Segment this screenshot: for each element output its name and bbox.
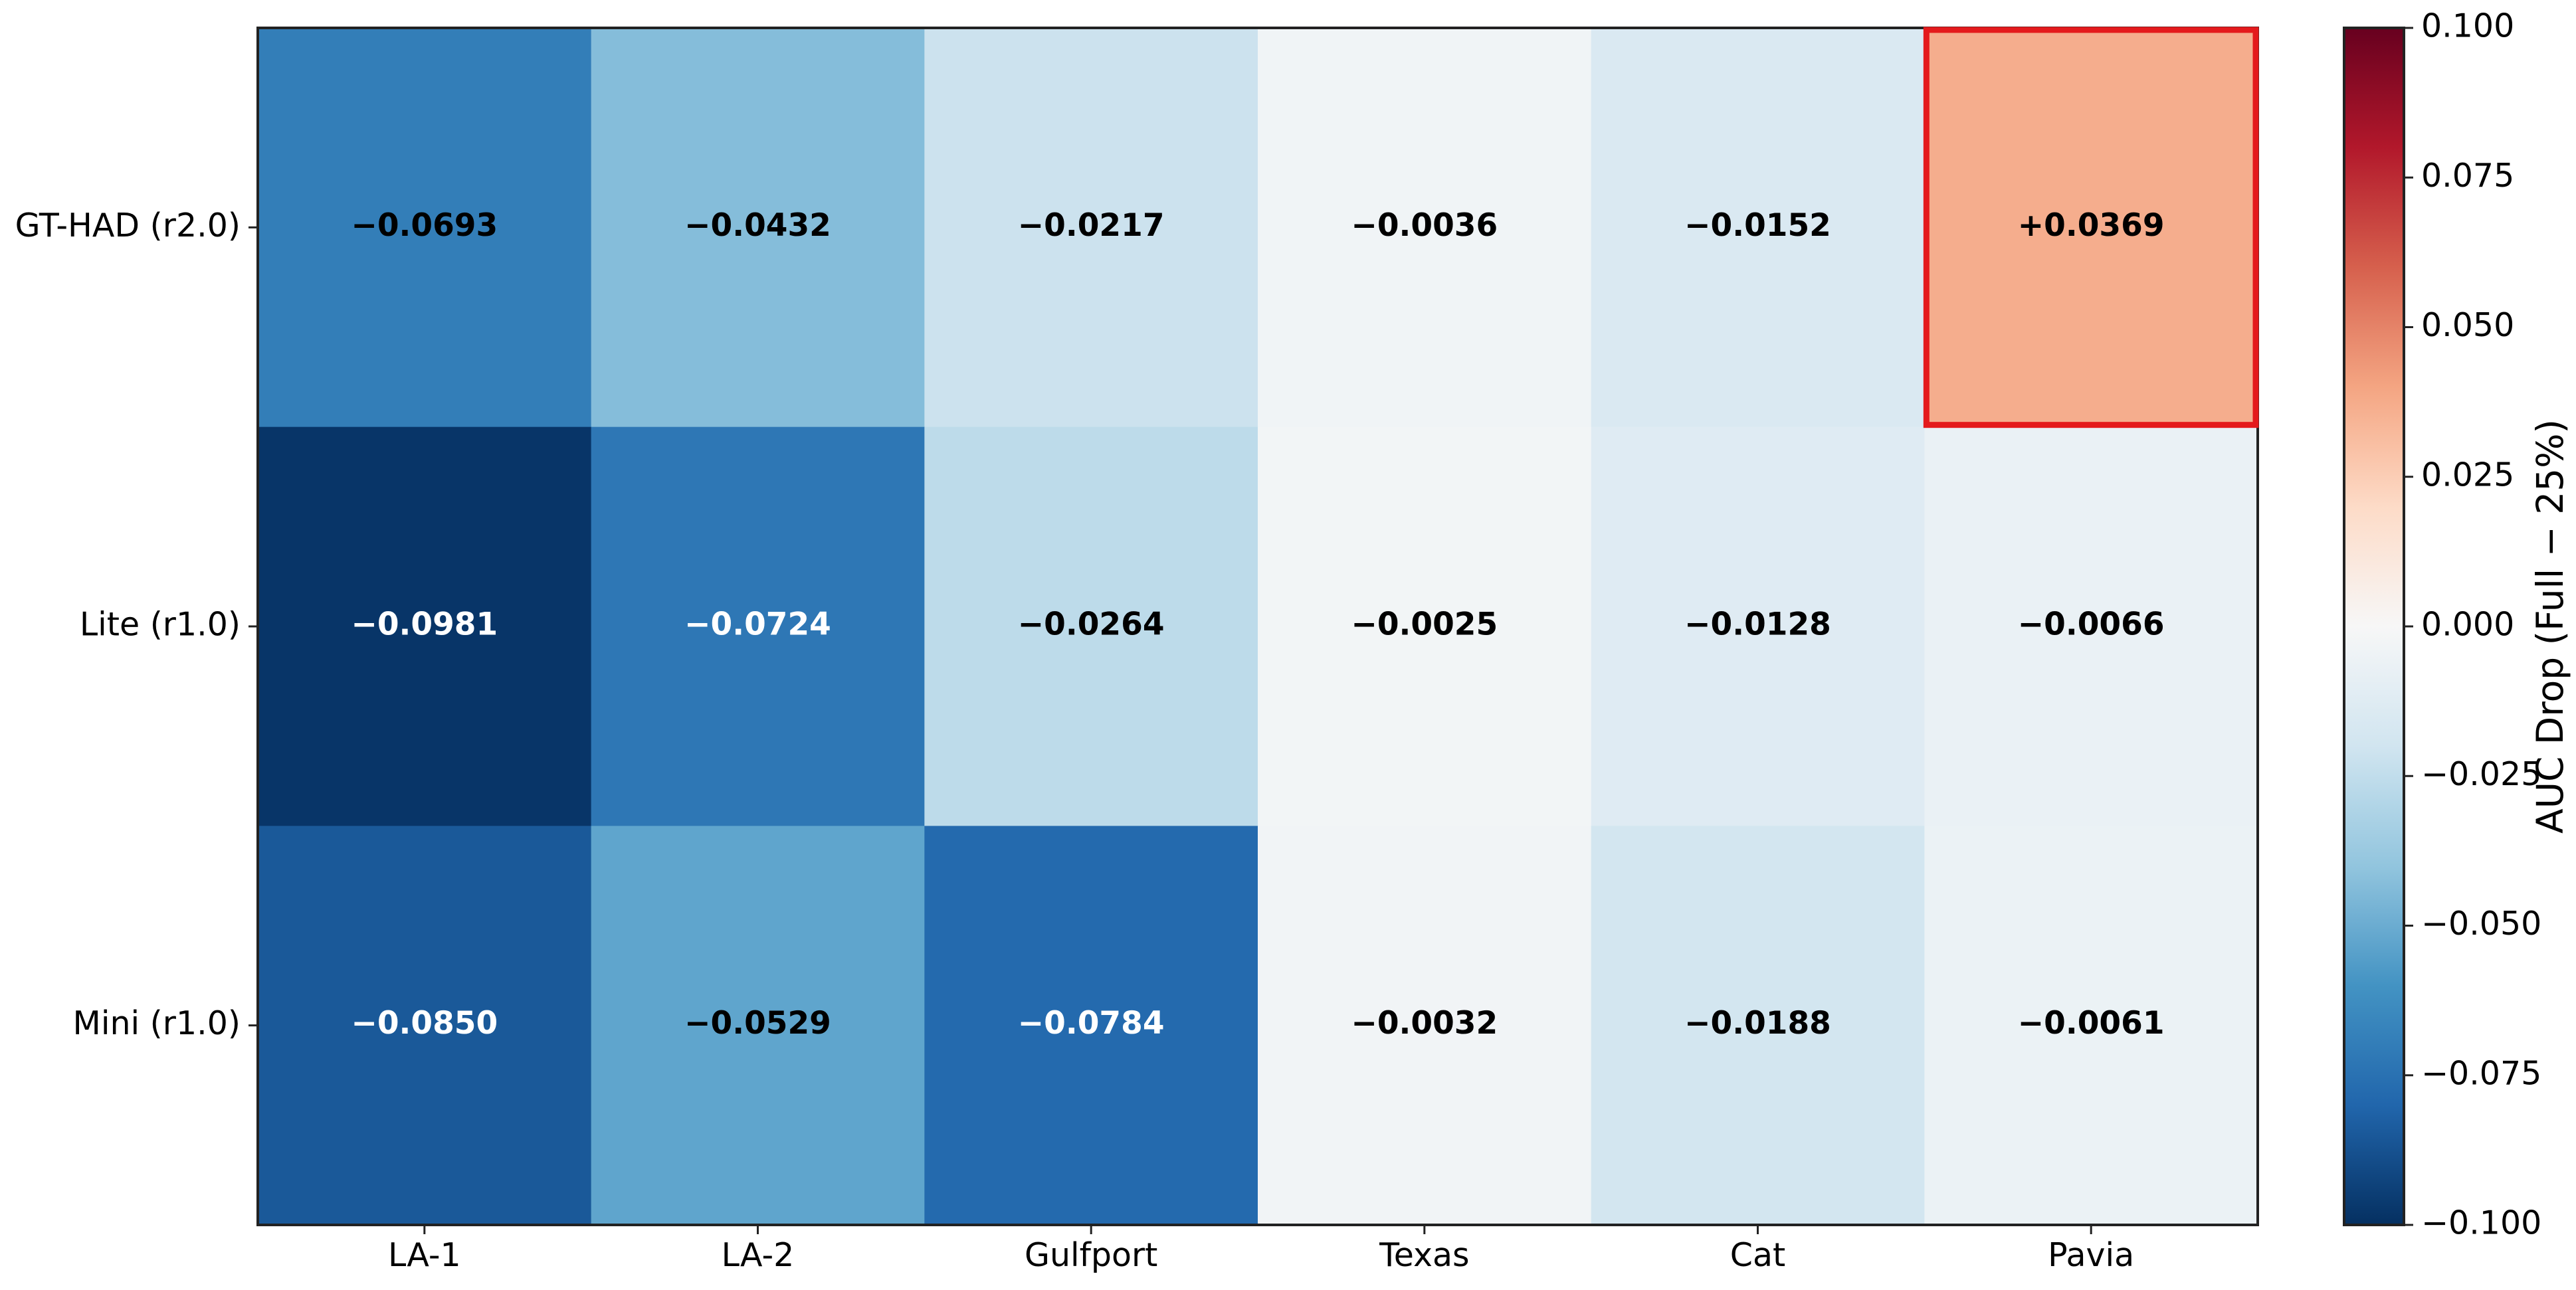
cell-value-label: −0.0981 bbox=[351, 606, 498, 643]
cell-value-label: −0.0188 bbox=[1684, 1005, 1831, 1042]
cell-value-label: +0.0369 bbox=[2018, 207, 2165, 244]
y-axis: GT-HAD (r2.0) Lite (r1.0) Mini (r1.0) bbox=[15, 207, 258, 1042]
cell-value-label: −0.0529 bbox=[684, 1005, 831, 1042]
cell-value-labels: −0.0693 −0.0432 −0.0217 −0.0036 −0.0152 +0.03… bbox=[351, 207, 2164, 1042]
heatmap-cell bbox=[1591, 28, 1925, 428]
colorbar-tick-label: −0.050 bbox=[2421, 905, 2541, 943]
heatmap-cell bbox=[924, 426, 1258, 826]
colorbar: 0.100 0.075 0.050 0.025 0.000 −0.025 −0.050 −0.… bbox=[2343, 7, 2571, 1242]
cell-value-label: −0.0724 bbox=[684, 606, 831, 643]
colorbar-label: AUC Drop (Full − 25%) bbox=[2529, 419, 2571, 834]
heatmap-cell bbox=[1924, 28, 2258, 428]
heatmap-cell bbox=[924, 28, 1258, 428]
cell-value-label: −0.0025 bbox=[1351, 606, 1498, 643]
heatmap-cell bbox=[258, 28, 592, 428]
y-tick-label: Mini (r1.0) bbox=[73, 1004, 241, 1042]
cell-value-label: −0.0217 bbox=[1018, 207, 1165, 244]
colorbar-tick-label: 0.075 bbox=[2421, 157, 2514, 195]
cell-value-label: −0.0066 bbox=[2018, 606, 2165, 643]
heatmap-cell bbox=[1924, 826, 2258, 1226]
cell-value-label: −0.0784 bbox=[1018, 1005, 1165, 1042]
colorbar-tick-label: 0.100 bbox=[2421, 7, 2514, 45]
cell-value-label: −0.0850 bbox=[351, 1005, 498, 1042]
cell-value-label: −0.0432 bbox=[684, 207, 831, 244]
colorbar-tick-label: −0.025 bbox=[2421, 755, 2541, 793]
heatmap-cell bbox=[1591, 426, 1925, 826]
cell-value-label: −0.0264 bbox=[1018, 606, 1165, 643]
y-tick-label: Lite (r1.0) bbox=[80, 606, 241, 644]
colorbar-tick-label: −0.075 bbox=[2421, 1054, 2541, 1092]
highlighted-cell-border bbox=[1923, 27, 2259, 428]
cell-value-label: −0.0128 bbox=[1684, 606, 1831, 643]
colorbar-tick-label: 0.025 bbox=[2421, 456, 2514, 494]
heatmap-cell bbox=[1258, 28, 1592, 428]
colorbar-tick-label: −0.100 bbox=[2421, 1204, 2541, 1242]
cell-value-label: −0.0152 bbox=[1684, 207, 1831, 244]
cell-value-label: −0.0036 bbox=[1351, 207, 1498, 244]
highlight-layer bbox=[1923, 27, 2259, 428]
heatmap-cell bbox=[1258, 826, 1592, 1226]
colorbar-tick-label: 0.050 bbox=[2421, 306, 2514, 344]
x-tick-label: Texas bbox=[1379, 1236, 1469, 1274]
heatmap-cell bbox=[591, 426, 925, 826]
heatmap-cell bbox=[258, 826, 592, 1226]
cell-value-label: −0.0693 bbox=[351, 207, 498, 244]
x-tick-label: LA-2 bbox=[722, 1236, 795, 1274]
x-tick-label: Gulfport bbox=[1025, 1236, 1157, 1274]
x-tick-label: Cat bbox=[1730, 1236, 1785, 1274]
cell-value-label: −0.0032 bbox=[1351, 1005, 1498, 1042]
x-axis: LA-1 LA-2 Gulfport Texas Cat Pavia bbox=[388, 1225, 2134, 1274]
x-tick-label: LA-1 bbox=[388, 1236, 461, 1274]
heatmap-cell bbox=[1258, 426, 1592, 826]
colorbar-ticks: 0.100 0.075 0.050 0.025 0.000 −0.025 −0.050 −0.… bbox=[2404, 7, 2541, 1242]
heatmap-cell bbox=[591, 28, 925, 428]
x-tick-label: Pavia bbox=[2048, 1236, 2134, 1274]
heatmap-cell bbox=[924, 826, 1258, 1226]
heatmap-cell bbox=[1591, 826, 1925, 1226]
heatmap-cell bbox=[258, 426, 592, 826]
heatmap-cell bbox=[1924, 426, 2258, 826]
cell-value-label: −0.0061 bbox=[2018, 1005, 2165, 1042]
colorbar-tick-label: 0.000 bbox=[2421, 606, 2514, 644]
y-tick-label: GT-HAD (r2.0) bbox=[15, 207, 241, 244]
colorbar-gradient bbox=[2343, 27, 2405, 1226]
heatmap-cell bbox=[591, 826, 925, 1226]
heatmap-cells bbox=[258, 28, 2258, 1226]
